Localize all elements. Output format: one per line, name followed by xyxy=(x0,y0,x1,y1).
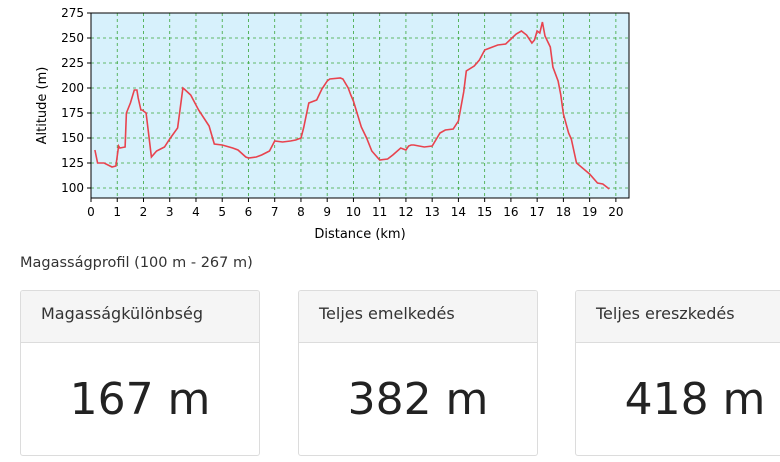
y-axis-label: Altitude (m) xyxy=(35,67,50,145)
x-tick-label: 19 xyxy=(582,205,597,219)
elevation-profile-caption: Magasságprofil (100 m - 267 m) xyxy=(20,255,253,271)
x-tick-label: 7 xyxy=(271,205,279,219)
y-tick-label: 150 xyxy=(61,131,84,145)
y-tick-label: 100 xyxy=(61,181,84,195)
stat-card-title: Teljes emelkedés xyxy=(299,291,537,343)
x-tick-label: 6 xyxy=(245,205,253,219)
stat-card-value: 418 m xyxy=(624,373,766,425)
plot-frame xyxy=(90,12,630,199)
x-tick-label: 9 xyxy=(323,205,331,219)
x-tick-label: 18 xyxy=(556,205,571,219)
stat-card-title: Magasságkülönbség xyxy=(21,291,259,343)
elevation-chart: 0 1 2 3 4 5 6 7 8 9 10 11 12 13 14 15 16 17 18 19 20 1001251… xyxy=(35,6,630,242)
stat-card-value: 167 m xyxy=(69,373,211,425)
y-tick-label: 175 xyxy=(61,106,84,120)
grid xyxy=(90,12,629,198)
y-tick-label: 275 xyxy=(61,6,84,20)
y-tick-label: 250 xyxy=(61,31,84,45)
x-tick-label: 5 xyxy=(218,205,226,219)
x-tick-label: 2 xyxy=(140,205,148,219)
y-tick-label: 225 xyxy=(61,56,84,70)
x-tick-label: 17 xyxy=(530,205,545,219)
y-tick-label: 200 xyxy=(61,81,84,95)
x-axis-label: Distance (km) xyxy=(314,227,405,242)
stat-card-total-ascent: Teljes emelkedés 382 m xyxy=(298,290,538,456)
y-axis: 100 125 150 175 200 225 250 275 xyxy=(61,6,91,195)
x-tick-label: 0 xyxy=(87,205,95,219)
x-tick-label: 15 xyxy=(477,205,492,219)
x-tick-label: 3 xyxy=(166,205,174,219)
stat-card-value: 382 m xyxy=(347,373,489,425)
plot-area xyxy=(91,13,629,198)
stat-card-elevation-difference: Magasságkülönbség 167 m xyxy=(20,290,260,456)
x-tick-label: 13 xyxy=(425,205,440,219)
x-tick-label: 20 xyxy=(608,205,623,219)
x-tick-label: 8 xyxy=(297,205,305,219)
x-tick-label: 1 xyxy=(113,205,121,219)
x-tick-label: 10 xyxy=(346,205,361,219)
x-tick-label: 12 xyxy=(398,205,413,219)
x-tick-label: 4 xyxy=(192,205,200,219)
stat-card-title: Teljes ereszkedés xyxy=(576,291,780,343)
elevation-line xyxy=(94,21,610,190)
x-tick-label: 16 xyxy=(503,205,518,219)
x-tick-label: 11 xyxy=(372,205,387,219)
x-tick-label: 14 xyxy=(451,205,466,219)
stat-card-total-descent: Teljes ereszkedés 418 m xyxy=(575,290,780,456)
y-tick-label: 125 xyxy=(61,156,84,170)
x-axis: 0 1 2 3 4 5 6 7 8 9 10 11 12 13 14 15 16 17 18 19 20 xyxy=(87,198,624,219)
